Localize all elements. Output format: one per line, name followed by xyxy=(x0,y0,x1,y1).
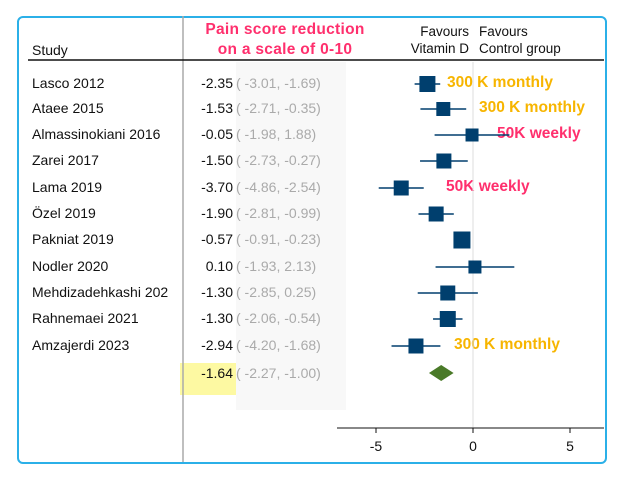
overall-ci: ( -2.27, -1.00) xyxy=(236,365,321,381)
study-box xyxy=(468,260,482,274)
study-name: Lama 2019 xyxy=(32,179,103,195)
study-box xyxy=(428,206,444,222)
study-ci: ( -2.85, 0.25) xyxy=(236,284,317,300)
ci-column-shade xyxy=(236,62,346,410)
study-ci: ( -2.73, -0.27) xyxy=(236,152,321,168)
study-name: Almassinokiani 2016 xyxy=(32,126,161,142)
study-ci: ( -4.86, -2.54) xyxy=(236,179,321,195)
dose-annotation: 300 K monthly xyxy=(479,99,585,116)
study-ci: ( -2.06, -0.54) xyxy=(236,310,321,326)
dose-annotation: 50K weekly xyxy=(497,125,581,142)
study-estimate: -1.30 xyxy=(201,284,233,300)
favours-left-line2: Vitamin D xyxy=(410,41,469,56)
study-column-header: Study xyxy=(32,42,68,58)
study-estimate: -2.35 xyxy=(201,75,233,91)
study-ci: ( -2.71, -0.35) xyxy=(236,100,321,116)
study-name: Zarei 2017 xyxy=(32,152,99,168)
overall-highlight xyxy=(180,363,236,395)
study-box xyxy=(440,285,456,301)
study-box xyxy=(419,76,436,92)
study-estimate: -1.50 xyxy=(201,152,233,168)
favours-right-line1: Favours xyxy=(479,24,528,39)
study-ci: ( -2.81, -0.99) xyxy=(236,205,321,221)
study-estimate: -0.05 xyxy=(201,126,233,142)
study-ci: ( -1.98, 1.88) xyxy=(236,126,317,142)
chart-frame xyxy=(17,16,607,464)
study-name: Ataee 2015 xyxy=(32,100,104,116)
study-box xyxy=(436,102,451,116)
x-tick-label: -5 xyxy=(370,438,383,454)
study-estimate: -1.53 xyxy=(201,100,233,116)
favours-right-line2: Control group xyxy=(479,41,561,56)
study-name: Pakniat 2019 xyxy=(32,231,114,247)
x-tick-label: 5 xyxy=(566,438,574,454)
study-box xyxy=(439,311,456,327)
study-estimate: -0.57 xyxy=(201,231,233,247)
study-name: Rahnemaei 2021 xyxy=(32,310,139,326)
study-ci: ( -3.01, -1.69) xyxy=(236,75,321,91)
study-ci: ( -4.20, -1.68) xyxy=(236,337,321,353)
dose-annotation: 50K weekly xyxy=(446,178,530,195)
study-estimate: -1.90 xyxy=(201,205,233,221)
overall-estimate: -1.64 xyxy=(201,365,233,381)
chart-title-line1: Pain score reduction xyxy=(205,21,365,38)
study-estimate: -3.70 xyxy=(201,179,233,195)
study-box xyxy=(408,338,424,354)
study-box xyxy=(453,231,471,249)
study-name: Amzajerdi 2023 xyxy=(32,337,130,353)
study-box xyxy=(436,153,452,169)
study-box xyxy=(465,128,479,142)
dose-annotation: 300 K monthly xyxy=(454,336,560,353)
study-estimate: -1.30 xyxy=(201,310,233,326)
study-ci: ( -0.91, -0.23) xyxy=(236,231,321,247)
chart-title-line2: on a scale of 0-10 xyxy=(217,41,353,58)
study-name: Lasco 2012 xyxy=(32,75,105,91)
overall-diamond xyxy=(428,365,454,381)
study-ci: ( -1.93, 2.13) xyxy=(236,258,317,274)
x-tick-label: 0 xyxy=(469,438,477,454)
study-box xyxy=(393,180,409,196)
favours-left-line1: Favours xyxy=(420,24,469,39)
study-estimate: 0.10 xyxy=(205,258,233,274)
study-name: Nodler 2020 xyxy=(32,258,109,274)
study-name: Mehdizadehkashi 202 xyxy=(32,284,169,300)
study-name: Özel 2019 xyxy=(32,205,96,221)
study-estimate: -2.94 xyxy=(201,337,233,353)
